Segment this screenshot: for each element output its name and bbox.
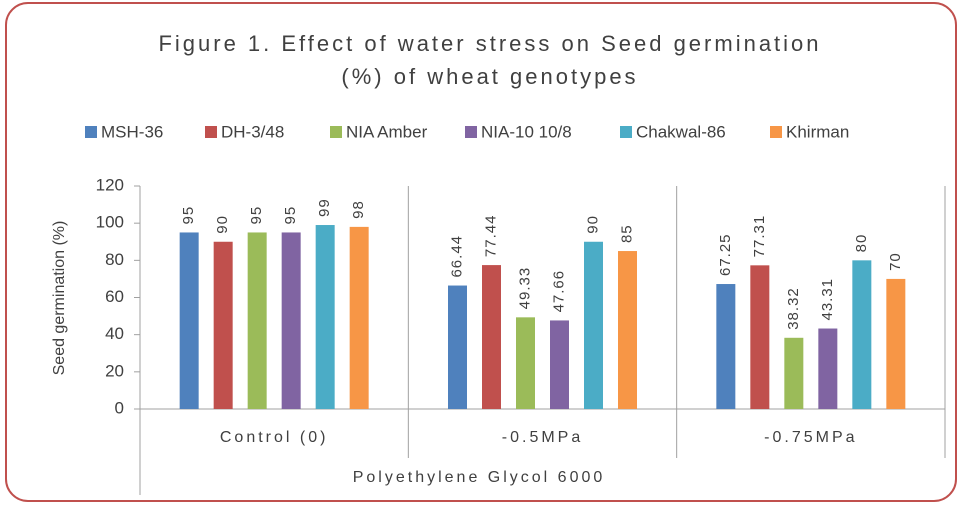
y-tick-label: 120 xyxy=(96,175,124,194)
bar xyxy=(886,278,906,409)
legend-swatch xyxy=(205,126,217,138)
bar xyxy=(716,284,736,409)
y-tick-label: 0 xyxy=(115,398,124,417)
data-label: 95 xyxy=(180,206,197,225)
data-label: 47.66 xyxy=(550,270,567,313)
chart-title: (%) of wheat genotypes xyxy=(341,64,638,89)
y-tick-label: 100 xyxy=(96,213,124,232)
bar xyxy=(550,320,569,409)
bar xyxy=(516,317,535,409)
legend-swatch xyxy=(620,126,632,138)
bar xyxy=(281,232,301,409)
bar xyxy=(584,241,603,409)
legend-swatch xyxy=(85,126,97,138)
legend-label: Khirman xyxy=(786,122,849,141)
bar xyxy=(750,265,770,409)
bar xyxy=(213,241,233,409)
data-label: 95 xyxy=(282,206,299,225)
data-label: 95 xyxy=(248,206,265,225)
bar xyxy=(852,260,872,409)
bar xyxy=(818,328,838,409)
y-tick-label: 20 xyxy=(105,361,124,380)
bar xyxy=(448,285,467,409)
data-label: 70 xyxy=(887,252,904,271)
y-axis-title: Seed germination (%) xyxy=(51,221,68,376)
bar xyxy=(349,226,369,409)
data-label: 85 xyxy=(618,224,635,243)
bar xyxy=(482,265,501,409)
y-tick-label: 40 xyxy=(105,324,124,343)
y-tick-label: 80 xyxy=(105,250,124,269)
legend-label: NIA Amber xyxy=(346,122,428,141)
data-label: 77.44 xyxy=(482,215,499,258)
legend-swatch xyxy=(770,126,782,138)
legend-label: MSH-36 xyxy=(101,122,163,141)
legend-swatch xyxy=(330,126,342,138)
data-label: 38.32 xyxy=(785,287,802,330)
data-label: 77.31 xyxy=(751,215,768,258)
data-label: 80 xyxy=(853,234,870,253)
legend-label: NIA-10 10/8 xyxy=(481,122,572,141)
data-label: 43.31 xyxy=(819,278,836,321)
legend-label: DH-3/48 xyxy=(221,122,284,141)
chart-title: Figure 1. Effect of water stress on Seed… xyxy=(158,31,821,56)
data-label: 90 xyxy=(214,215,231,234)
x-axis-title: Polyethylene Glycol 6000 xyxy=(353,469,606,486)
bar xyxy=(784,337,804,409)
bar xyxy=(179,232,199,409)
legend-swatch xyxy=(465,126,477,138)
x-tick-label: -0.75MPa xyxy=(764,429,857,446)
data-label: 49.33 xyxy=(516,267,533,310)
data-label: 98 xyxy=(350,200,367,219)
data-label: 66.44 xyxy=(448,235,465,278)
bar xyxy=(618,251,637,409)
data-label: 67.25 xyxy=(717,233,734,276)
x-tick-label: Control (0) xyxy=(220,429,329,446)
y-tick-label: 60 xyxy=(105,287,124,306)
x-tick-label: -0.5MPa xyxy=(502,429,583,446)
bar xyxy=(247,232,267,409)
legend-label: Chakwal-86 xyxy=(636,122,726,141)
data-label: 99 xyxy=(316,198,333,217)
data-label: 90 xyxy=(584,215,601,234)
bar xyxy=(315,225,335,409)
